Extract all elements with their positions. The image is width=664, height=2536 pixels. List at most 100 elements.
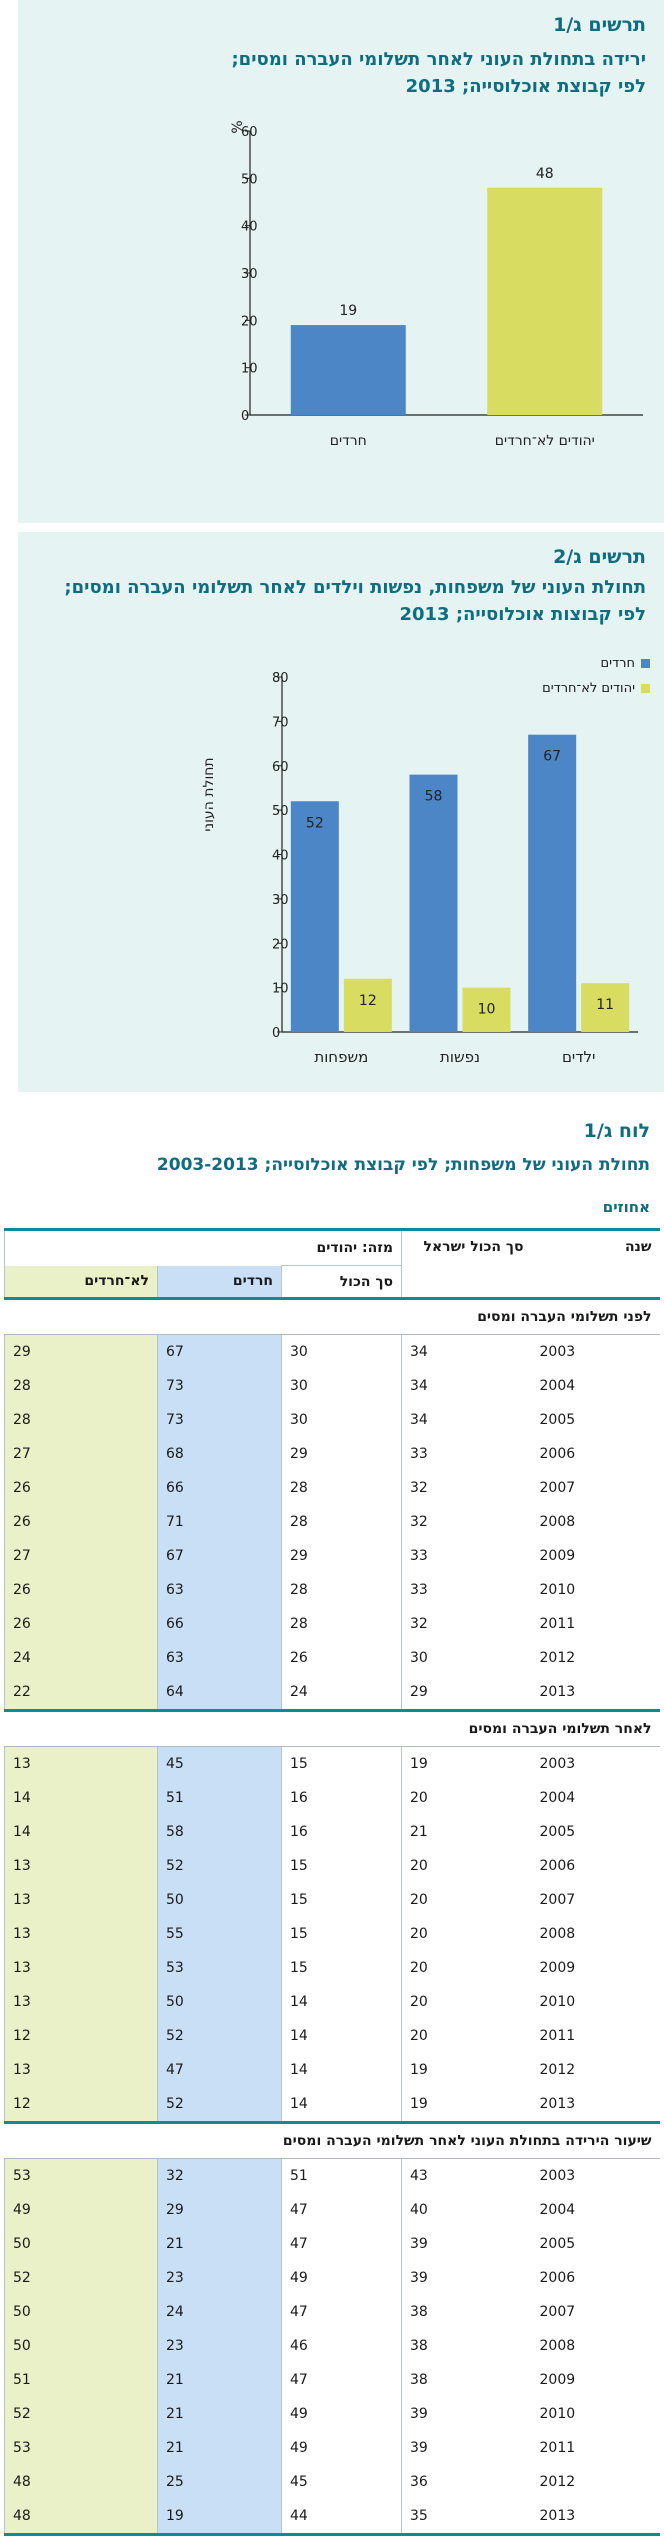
cell-total-israel: 20 — [401, 1781, 532, 1815]
cell-jews-total: 14 — [281, 2053, 402, 2087]
cell-non-haredim: 26 — [3, 1505, 158, 1539]
cell-year: 2008 — [539, 2338, 576, 2354]
y-tick-label: 0 — [241, 409, 249, 424]
bar-non-haredim — [581, 983, 630, 1032]
y-tick-label: 30 — [272, 893, 289, 908]
cell-year: 2011 — [539, 2440, 576, 2456]
cell-year: 2013 — [531, 2499, 660, 2536]
cell-jews-total: 45 — [281, 2465, 402, 2499]
table-row: 2011 32 28 66 26 — [3, 1607, 660, 1641]
cell-year: 2003 — [539, 1756, 576, 1772]
cell-haredim: 55 — [157, 1917, 282, 1951]
cell-non-haredim: 13 — [3, 1985, 158, 2019]
figure2-chart: 0 10 20 30 40 50 60 70 80 תחולת העוני 52 12 משפחות 58… — [201, 671, 638, 1066]
cell-year: 2005 — [539, 1412, 576, 1428]
cell-non-haredim: 12 — [3, 2019, 158, 2053]
header-total-israel: סך הכול ישראל — [401, 1228, 532, 1299]
cell-jews-total: 47 — [281, 2227, 402, 2261]
table-row: 2005 39 47 21 50 — [3, 2227, 660, 2261]
table-row: 2009 33 29 67 27 — [3, 1539, 660, 1573]
y-tick-label: 30 — [241, 267, 258, 282]
cell-haredim: 67 — [157, 1334, 282, 1369]
header-jews-group: מזה: יהודים — [3, 1228, 402, 1266]
cell-haredim: 66 — [157, 1471, 282, 1505]
cell-year: 2004 — [539, 1378, 576, 1394]
y-tick-label: 70 — [272, 715, 289, 730]
cell-total-israel: 35 — [401, 2499, 532, 2536]
bar-value-label: 48 — [536, 166, 554, 182]
cell-haredim: 32 — [157, 2158, 282, 2193]
cell-non-haredim: 27 — [3, 1539, 158, 1573]
cell-non-haredim: 51 — [3, 2363, 158, 2397]
cell-non-haredim: 52 — [3, 2397, 158, 2431]
cell-non-haredim: 50 — [3, 2227, 158, 2261]
cell-jews-total: 15 — [281, 1951, 402, 1985]
cell-non-haredim: 27 — [3, 1437, 158, 1471]
table-row: 2003 19 15 45 13 — [3, 1746, 660, 1781]
cell-non-haredim: 26 — [3, 1573, 158, 1607]
bar-haredim — [409, 774, 458, 1032]
cell-year: 2009 — [539, 1960, 576, 1976]
legend-label-haredim: חרדים — [600, 656, 635, 671]
cell-jews-total: 49 — [281, 2397, 402, 2431]
x-category-label: נפשות — [440, 1048, 480, 1066]
cell-total-israel: 20 — [401, 2019, 532, 2053]
cell-total-israel: 20 — [401, 1849, 532, 1883]
table-row: 2008 38 46 23 50 — [3, 2329, 660, 2363]
y-axis-label: % — [230, 120, 246, 133]
figure1-title: תרשים ג/1 — [553, 14, 646, 36]
cell-non-haredim: 14 — [3, 1781, 158, 1815]
cell-jews-total: 15 — [281, 1917, 402, 1951]
cell-total-israel: 40 — [401, 2193, 532, 2227]
table-body: לפני תשלומי העברה ומסים 2003 34 30 67 29 2004 3… — [3, 1297, 660, 2536]
cell-year: 2003 — [539, 2168, 576, 2184]
cell-non-haredim: 22 — [3, 1675, 158, 1712]
cell-year: 2006 — [539, 1858, 576, 1874]
cell-haredim: 67 — [157, 1539, 282, 1573]
table-row: 2006 33 29 68 27 — [3, 1437, 660, 1471]
cell-total-israel: 20 — [401, 1951, 532, 1985]
table-section-header: לאחר תשלומי העברה ומסים — [4, 1709, 660, 1747]
table-row: 2007 38 47 24 50 — [3, 2295, 660, 2329]
cell-non-haredim: 53 — [3, 2431, 158, 2465]
table-row: 2010 33 28 63 26 — [3, 1573, 660, 1607]
cell-haredim: 53 — [157, 1951, 282, 1985]
bar-haredim — [528, 734, 577, 1032]
cell-haredim: 68 — [157, 1437, 282, 1471]
cell-non-haredim: 49 — [3, 2193, 158, 2227]
bar-value-label: 12 — [359, 993, 377, 1009]
cell-jews-total: 28 — [281, 1505, 402, 1539]
cell-total-israel: 32 — [401, 1607, 532, 1641]
cell-year: 2008 — [539, 1926, 576, 1942]
cell-jews-total: 15 — [281, 1746, 402, 1781]
cell-jews-total: 28 — [281, 1573, 402, 1607]
table-row: 2013 35 44 19 48 — [3, 2499, 660, 2536]
cell-haredim: 63 — [157, 1641, 282, 1675]
table-section-header: שיעור הירידה בתחולת העוני לאחר תשלומי הע… — [4, 2121, 660, 2159]
cell-total-israel: 19 — [401, 2087, 532, 2124]
x-category-label: יהודים לא־חרדים — [495, 433, 595, 449]
table-row: 2011 20 14 52 12 — [3, 2019, 660, 2053]
cell-total-israel: 33 — [401, 1539, 532, 1573]
cell-total-israel: 36 — [401, 2465, 532, 2499]
cell-year: 2009 — [539, 2372, 576, 2388]
cell-year: 2004 — [539, 2202, 576, 2218]
bar-non-haredim — [487, 187, 603, 415]
figure1-subtitle-line2: לפי קבוצת אוכלוסייה; 2013 — [405, 76, 646, 97]
cell-total-israel: 38 — [401, 2329, 532, 2363]
cell-total-israel: 33 — [401, 1437, 532, 1471]
cell-non-haredim: 50 — [3, 2329, 158, 2363]
cell-year: 2007 — [539, 2304, 576, 2320]
cell-non-haredim: 24 — [3, 1641, 158, 1675]
cell-non-haredim: 26 — [3, 1607, 158, 1641]
cell-year: 2007 — [539, 1480, 576, 1496]
cell-non-haredim: 28 — [3, 1403, 158, 1437]
cell-haredim: 23 — [157, 2261, 282, 2295]
table-row: 2004 40 47 29 49 — [3, 2193, 660, 2227]
y-tick-label: 80 — [272, 671, 289, 686]
table-row: 2010 39 49 21 52 — [3, 2397, 660, 2431]
table-row: 2004 34 30 73 28 — [3, 1369, 660, 1403]
cell-total-israel: 39 — [401, 2227, 532, 2261]
table-row: 2003 34 30 67 29 — [3, 1334, 660, 1369]
cell-total-israel: 32 — [401, 1505, 532, 1539]
